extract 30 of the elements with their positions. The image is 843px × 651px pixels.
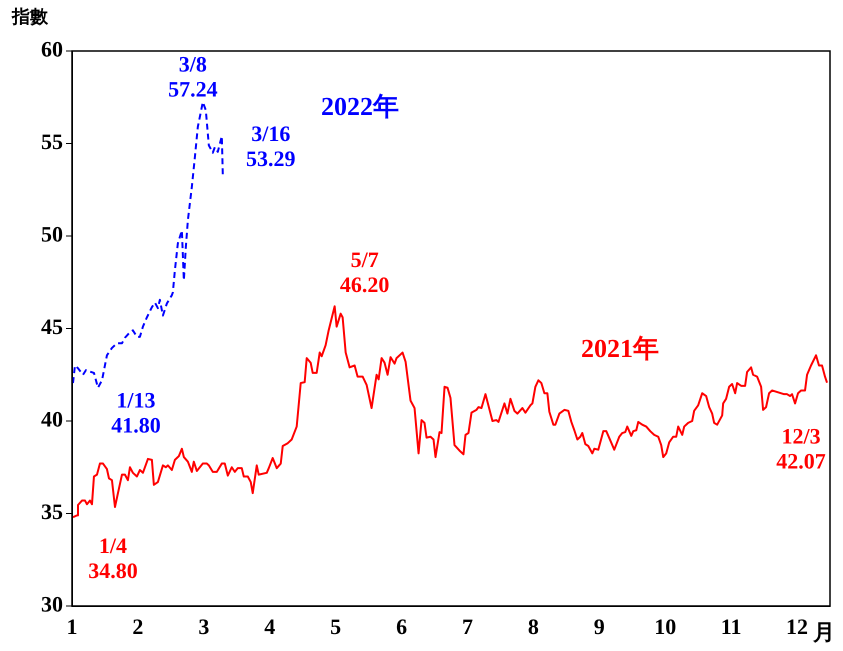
y-tick-label: 40 bbox=[41, 406, 63, 432]
y-tick-label: 55 bbox=[41, 129, 63, 154]
x-tick-label: 10 bbox=[654, 614, 676, 639]
series-label: 2021年 bbox=[581, 334, 660, 363]
x-tick-label: 9 bbox=[594, 614, 605, 639]
y-tick-label: 30 bbox=[41, 592, 63, 617]
x-tick-label: 11 bbox=[720, 614, 742, 639]
x-tick-label: 1 bbox=[66, 614, 78, 639]
x-tick-label: 7 bbox=[462, 614, 473, 639]
annotation: 1/13 41.80 bbox=[111, 387, 161, 438]
x-tick-label: 2 bbox=[132, 614, 144, 639]
y-tick-label: 60 bbox=[41, 36, 63, 62]
annotation: 1/4 34.80 bbox=[88, 532, 138, 583]
annotation: 12/3 42.07 bbox=[776, 423, 826, 474]
x-tick-label: 4 bbox=[264, 614, 276, 639]
x-tick-label: 6 bbox=[396, 614, 408, 639]
y-axis-title: 指數 bbox=[11, 6, 49, 27]
annotation: 3/16 53.29 bbox=[246, 120, 296, 171]
annotation: 3/8 57.24 bbox=[168, 52, 218, 102]
x-tick-label: 12 bbox=[786, 614, 808, 639]
y-tick-label: 35 bbox=[41, 499, 63, 524]
y-tick-label: 50 bbox=[41, 222, 63, 247]
annotation: 5/7 46.20 bbox=[340, 246, 390, 297]
y-tick-label: 45 bbox=[41, 314, 63, 340]
x-tick-label: 8 bbox=[528, 614, 539, 639]
line-series bbox=[72, 101, 224, 389]
x-axis-title: 月 bbox=[812, 620, 836, 645]
text: 2022年 bbox=[321, 92, 400, 121]
x-tick-label: 5 bbox=[330, 614, 342, 639]
x-tick-label: 3 bbox=[198, 614, 210, 639]
